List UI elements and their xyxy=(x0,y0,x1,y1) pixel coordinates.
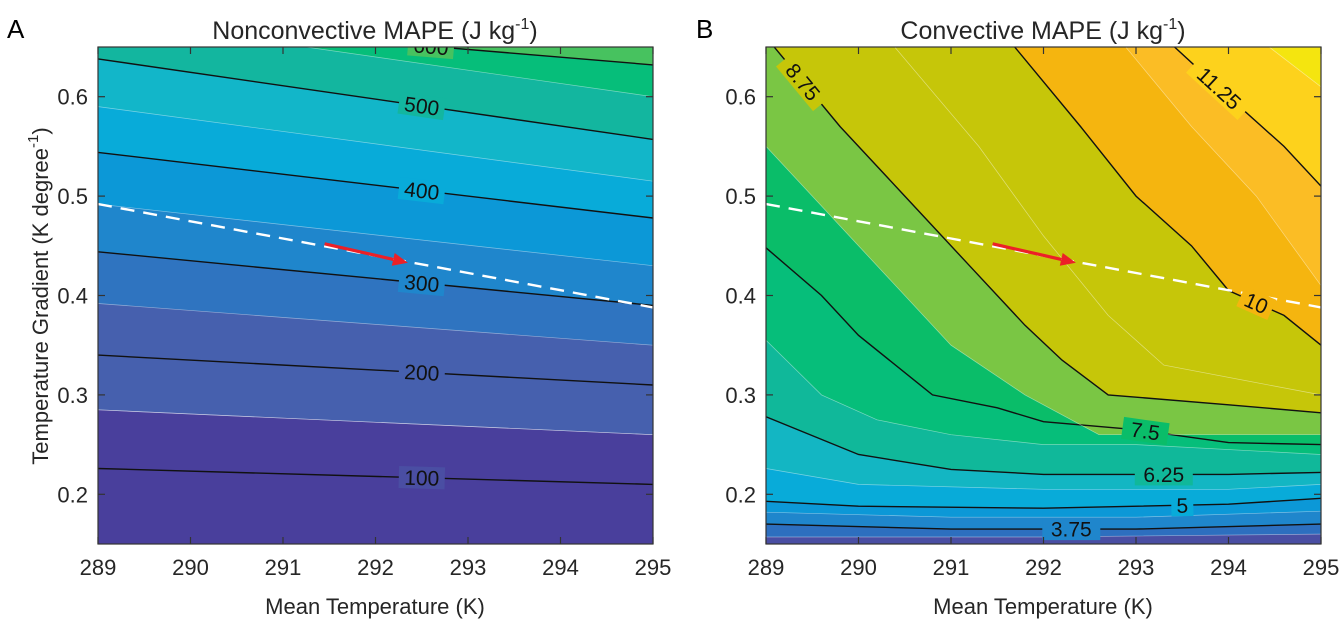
panel-b-x-tick-label: 292 xyxy=(1025,555,1062,580)
panel-a-contour-line xyxy=(98,251,653,307)
svg-text:600: 600 xyxy=(412,34,449,60)
panel-a-y-tick-label: 0.5 xyxy=(57,184,88,209)
panel-a-arrow xyxy=(324,242,408,266)
panel-b-contour-line xyxy=(766,468,1321,490)
svg-text:200: 200 xyxy=(404,361,440,386)
panel-a-x-axis-title: Mean Temperature (K) xyxy=(265,594,485,619)
panel-a-x-tick-label: 295 xyxy=(635,555,672,580)
panel-a-y-tick-label: 0.6 xyxy=(57,85,88,110)
panel-a-contour-line xyxy=(98,409,653,436)
panel-a-axes: 289 290 291 292 293 294 295 0.2 0.3 0.4 0.5 0.6 xyxy=(57,46,672,580)
panel-a-title: Nonconvective MAPE (J kg-1) xyxy=(212,16,537,45)
panel-b-contour-line xyxy=(1125,47,1321,286)
panel-a-contour-line xyxy=(98,58,653,141)
panel-b-x-tick-label: 290 xyxy=(840,555,877,580)
panel-b-x-tick-label: 295 xyxy=(1303,555,1340,580)
panel-a-x-tick-label: 289 xyxy=(80,555,117,580)
panel-b-contour-line xyxy=(766,247,1321,446)
panel-b-contour-line xyxy=(766,510,1321,518)
panel-a-contour-line xyxy=(98,106,653,182)
panel-a-letter: A xyxy=(7,14,25,44)
panel-b-fill-band xyxy=(1174,47,1321,187)
panel-a-y-axis-title: Temperature Gradient (K degree-1) xyxy=(25,127,53,464)
panel-a-contour-line xyxy=(98,467,653,486)
svg-text:300: 300 xyxy=(403,271,440,297)
panel-a-x-tick-label: 294 xyxy=(542,555,579,580)
panel-b-y-tick-label: 0.2 xyxy=(725,482,756,507)
panel-b-contour-label: 5 xyxy=(1171,493,1194,518)
panel-b-contour-line xyxy=(766,416,1321,476)
panel-b-x-axis-title: Mean Temperature (K) xyxy=(933,594,1153,619)
panel-a-contour-label: 400 xyxy=(397,176,446,205)
panel-a-contour-line xyxy=(430,47,653,66)
panel-b-x-tick-label: 294 xyxy=(1210,555,1247,580)
panel-a-x-tick-label: 290 xyxy=(172,555,209,580)
panel-a-fill-band xyxy=(305,47,653,97)
panel-a-contour-label: 500 xyxy=(397,91,447,121)
panel-b-y-tick-label: 0.4 xyxy=(725,284,756,309)
panel-b-y-tick-label: 0.5 xyxy=(725,184,756,209)
panel-a-contour-line xyxy=(98,303,653,346)
panel-a-y-tick-label: 0.4 xyxy=(57,284,88,309)
panel-a-x-tick-label: 293 xyxy=(450,555,487,580)
panel-b-fill-band xyxy=(1269,47,1321,87)
panel-b-contour-label: 7.5 xyxy=(1120,416,1170,446)
panel-b: B Convective MAPE (J kg-1) 3.7556.257.58… xyxy=(696,14,1340,619)
svg-text:3.75: 3.75 xyxy=(1051,519,1092,542)
svg-text:100: 100 xyxy=(404,467,440,491)
panel-a-contour-line xyxy=(98,354,653,386)
panel-a-contour-line xyxy=(98,151,653,219)
panel-a-contour-line xyxy=(98,409,653,436)
panel-b-x-tick-label: 291 xyxy=(933,555,970,580)
svg-text:7.5: 7.5 xyxy=(1129,419,1161,446)
panel-b-contour-line xyxy=(1268,47,1321,88)
panel-b-x-tick-label: 293 xyxy=(1118,555,1155,580)
panel-b-contour-line xyxy=(894,47,1321,396)
panel-b-letter: B xyxy=(696,14,713,44)
svg-text:400: 400 xyxy=(403,178,440,205)
panel-a-x-tick-label: 292 xyxy=(357,555,394,580)
svg-text:5: 5 xyxy=(1176,495,1188,518)
panel-b-contour-label: 6.25 xyxy=(1134,463,1193,487)
panel-a-contour-label: 200 xyxy=(398,360,446,386)
svg-text:500: 500 xyxy=(403,93,441,121)
panel-b-arrow xyxy=(992,242,1076,266)
panel-b-contour-line xyxy=(766,497,1321,509)
panel-a-x-tick-label: 291 xyxy=(265,555,302,580)
panel-a-contour-label: 600 xyxy=(407,34,455,60)
panel-a-contour-label: 300 xyxy=(397,269,446,297)
panel-a-plot-area: 100 200 300 400 500 600 xyxy=(98,34,653,544)
panel-b-title: Convective MAPE (J kg-1) xyxy=(900,16,1185,45)
panel-b-y-tick-label: 0.3 xyxy=(725,383,756,408)
svg-text:6.25: 6.25 xyxy=(1143,464,1184,487)
panel-b-contour-label: 3.75 xyxy=(1042,518,1101,542)
panel-a-contour-line xyxy=(98,203,653,267)
panel-b-x-tick-label: 289 xyxy=(748,555,785,580)
panel-b-axes: 289 290 291 292 293 294 295 0.2 0.3 0.4 0.5 0.6 xyxy=(725,46,1340,580)
panel-a-y-tick-label: 0.3 xyxy=(57,383,88,408)
panel-b-contour-line xyxy=(766,339,1321,455)
panel-b-contour-line xyxy=(773,47,1321,414)
panel-b-y-tick-label: 0.6 xyxy=(725,85,756,110)
panel-b-contour-line xyxy=(1013,47,1321,346)
panel-a: A Nonconvective MAPE (J kg-1) 100 200 300 4… xyxy=(7,14,672,619)
panel-a-y-tick-label: 0.2 xyxy=(57,482,88,507)
panel-a-contour-label: 100 xyxy=(398,466,446,491)
